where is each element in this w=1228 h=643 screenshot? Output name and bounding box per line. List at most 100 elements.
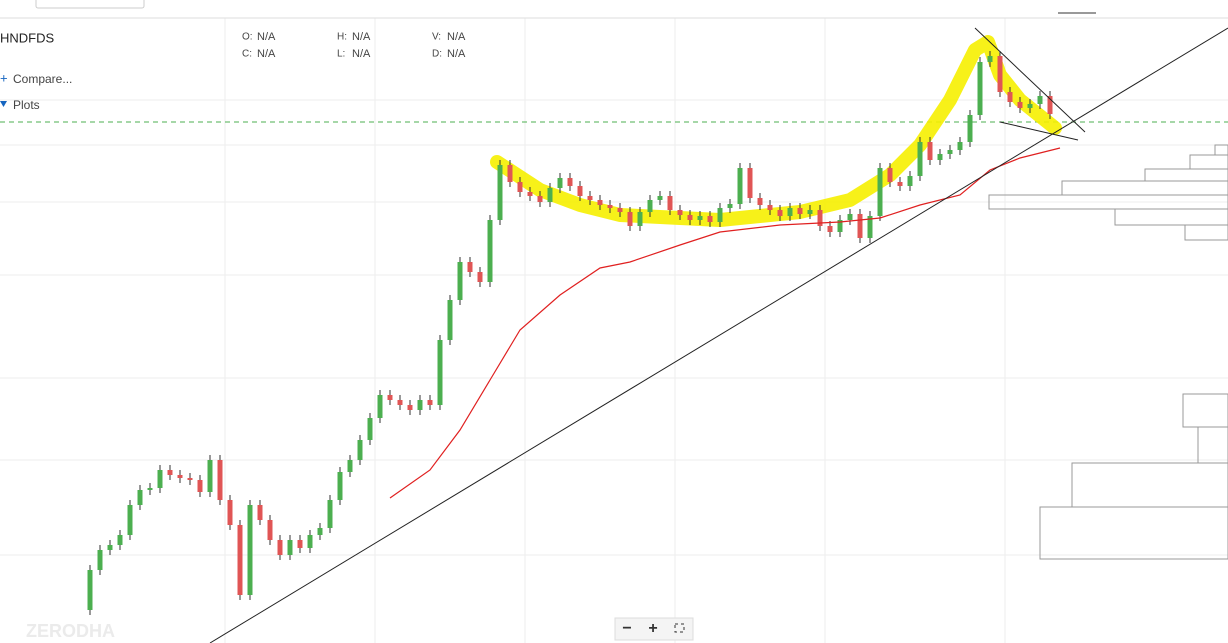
candle	[267, 520, 273, 540]
candle	[567, 178, 573, 186]
candle	[497, 165, 503, 220]
candle	[167, 470, 173, 475]
candle	[1047, 96, 1053, 114]
candle	[717, 208, 723, 222]
candle	[967, 115, 973, 142]
candle	[1037, 96, 1043, 104]
candle	[537, 196, 543, 202]
candle	[407, 405, 413, 410]
candle	[377, 395, 383, 418]
candle	[927, 142, 933, 160]
moving-average	[389, 147, 1061, 499]
candle	[607, 205, 613, 208]
candle	[737, 168, 743, 204]
candle	[137, 490, 143, 505]
compare[interactable]: Compare...	[13, 72, 72, 86]
candle	[207, 460, 213, 492]
candle	[327, 500, 333, 528]
zoom-out[interactable]: −	[622, 620, 631, 637]
candle	[547, 188, 553, 202]
candle	[387, 395, 393, 400]
candle	[187, 478, 193, 480]
candle	[147, 488, 153, 490]
search-box[interactable]	[35, 0, 145, 9]
ohlc-label: L:	[337, 49, 345, 60]
candle	[477, 272, 483, 282]
candle	[877, 168, 883, 216]
candle	[707, 216, 713, 222]
candle	[1007, 92, 1013, 102]
candle	[997, 56, 1003, 92]
candle	[797, 208, 803, 214]
candle	[247, 505, 253, 595]
ohlc-label: H:	[337, 32, 347, 43]
watermark: ZERODHA	[26, 621, 115, 641]
candle	[317, 528, 323, 535]
candle	[87, 570, 93, 610]
candle	[467, 262, 473, 272]
candle	[687, 215, 693, 220]
candle	[957, 142, 963, 150]
candle	[417, 400, 423, 410]
candle	[437, 340, 443, 405]
candle	[337, 472, 343, 500]
candle	[597, 200, 603, 205]
candle	[757, 198, 763, 205]
ohlc-label: D:	[432, 49, 442, 60]
candle	[867, 216, 873, 238]
trend-line	[974, 27, 1086, 133]
candle	[447, 300, 453, 340]
zoom-bar	[614, 617, 694, 641]
ohlc-label: O:	[242, 32, 253, 43]
candle	[907, 176, 913, 186]
volume-profile	[988, 144, 1228, 560]
candle	[627, 212, 633, 226]
candle	[457, 262, 463, 300]
candle	[487, 220, 493, 282]
candle	[727, 204, 733, 208]
candle	[667, 196, 673, 210]
candle	[347, 460, 353, 472]
candle	[837, 220, 843, 232]
ohlc: O: N/A H: N/A V: N/A C: N/A L: N/A D: N/A	[242, 31, 466, 60]
candle	[237, 525, 243, 595]
candle	[657, 196, 663, 200]
candle	[617, 208, 623, 212]
candle	[557, 178, 563, 188]
plus-icon: +	[0, 70, 8, 85]
ohlc-value: N/A	[447, 48, 466, 60]
candle	[917, 142, 923, 176]
candle	[857, 214, 863, 238]
ohlc-value: N/A	[257, 31, 276, 43]
candle	[747, 168, 753, 198]
caret	[0, 101, 7, 107]
candle	[367, 418, 373, 440]
candle	[987, 56, 993, 62]
candle	[887, 168, 893, 182]
candle	[277, 540, 283, 555]
candle	[677, 210, 683, 215]
zoom-in[interactable]: +	[648, 620, 657, 637]
trend-line	[209, 27, 1228, 643]
candle	[507, 165, 513, 182]
candle	[397, 400, 403, 405]
candle	[97, 550, 103, 570]
candle	[157, 470, 163, 488]
candle	[197, 480, 203, 492]
candle	[1017, 102, 1023, 108]
plots[interactable]: Plots	[13, 98, 40, 112]
candle	[107, 545, 113, 550]
candle	[307, 535, 313, 548]
ohlc-value: N/A	[447, 31, 466, 43]
fullscreen[interactable]	[674, 623, 685, 633]
candle	[777, 210, 783, 216]
symbol: HNDFDS	[0, 30, 54, 45]
candle	[767, 205, 773, 210]
candle	[897, 182, 903, 186]
candle	[637, 212, 643, 226]
candle	[117, 535, 123, 545]
candle	[787, 208, 793, 216]
candle	[577, 186, 583, 196]
candle	[127, 505, 133, 535]
candle	[697, 216, 703, 220]
